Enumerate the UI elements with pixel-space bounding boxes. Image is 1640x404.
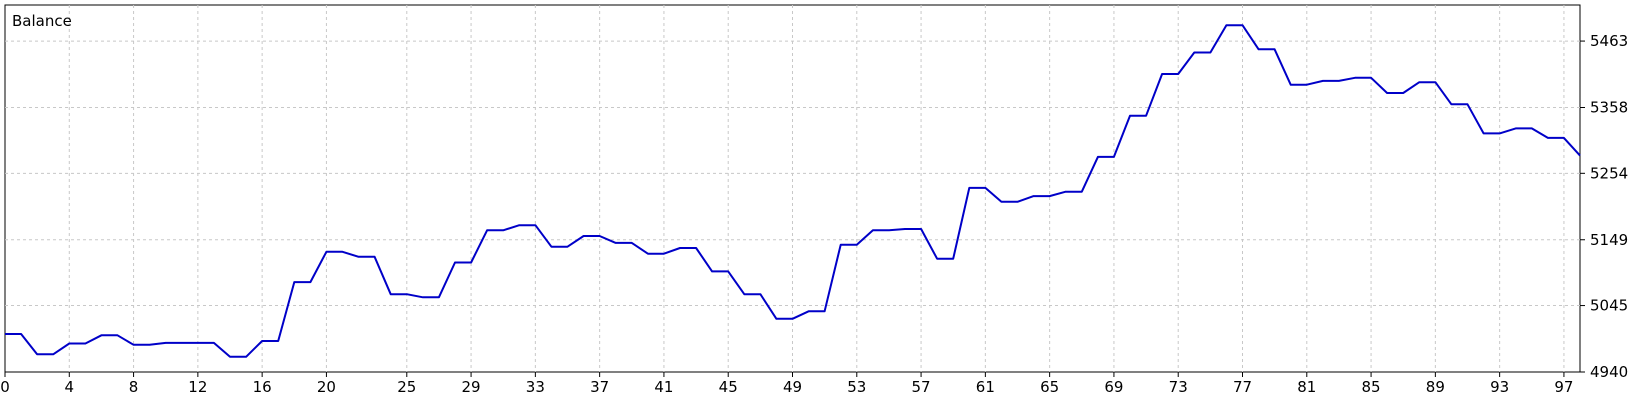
y-tick-label: 4940: [1590, 363, 1628, 381]
y-tick-label: 5463: [1590, 32, 1628, 50]
x-tick-label: 69: [1104, 378, 1123, 396]
x-tick-label: 20: [317, 378, 336, 396]
x-tick-label: 49: [783, 378, 802, 396]
x-tick-label: 45: [719, 378, 738, 396]
x-tick-label: 77: [1233, 378, 1252, 396]
x-tick-label: 0: [0, 378, 10, 396]
x-tick-label: 85: [1362, 378, 1381, 396]
x-tick-label: 89: [1426, 378, 1445, 396]
x-tick-label: 33: [526, 378, 545, 396]
y-tick-label: 5149: [1590, 231, 1628, 249]
x-tick-label: 12: [188, 378, 207, 396]
x-tick-label: 29: [462, 378, 481, 396]
x-tick-label: 25: [397, 378, 416, 396]
x-axis-ticks: 0 4 8 12 16 20 25 29 33 37 41 45 49 53 57 61 65 69 73 77 81 8…: [0, 372, 1573, 396]
x-tick-label: 57: [912, 378, 931, 396]
balance-series-line: [5, 24, 1581, 358]
y-tick-label: 5045: [1590, 297, 1628, 315]
x-tick-label: 41: [654, 378, 673, 396]
x-tick-label: 37: [590, 378, 609, 396]
x-tick-label: 16: [253, 378, 272, 396]
chart-title: Balance: [12, 12, 72, 30]
y-tick-label: 5358: [1590, 99, 1628, 117]
y-axis-ticks: 4940 5045 5149 5254 5358 5463: [1580, 32, 1628, 381]
x-tick-label: 4: [65, 378, 75, 396]
x-tick-label: 97: [1554, 378, 1573, 396]
x-tick-label: 93: [1490, 378, 1509, 396]
x-tick-label: 73: [1169, 378, 1188, 396]
x-tick-label: 61: [976, 378, 995, 396]
grid-lines: [5, 5, 1580, 372]
y-tick-label: 5254: [1590, 164, 1628, 182]
x-tick-label: 65: [1040, 378, 1059, 396]
x-tick-label: 8: [129, 378, 139, 396]
x-tick-label: 53: [847, 378, 866, 396]
x-tick-label: 81: [1297, 378, 1316, 396]
